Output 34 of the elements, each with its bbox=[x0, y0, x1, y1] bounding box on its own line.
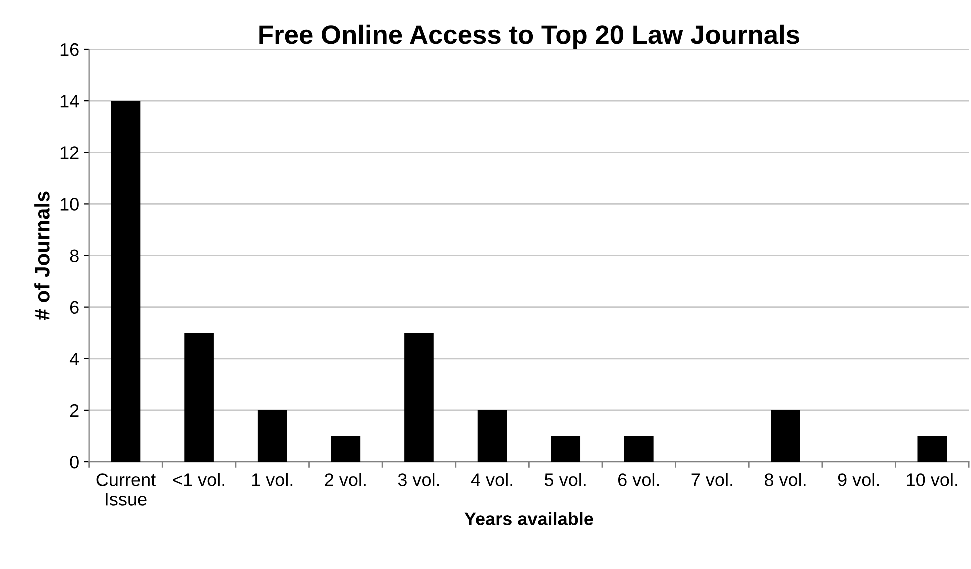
bar bbox=[404, 333, 434, 462]
x-tick-label: 10 vol. bbox=[907, 473, 958, 486]
bar bbox=[918, 436, 948, 462]
y-tick-label: 12 bbox=[60, 146, 79, 160]
y-tick-label: 10 bbox=[60, 198, 79, 211]
bar bbox=[624, 436, 654, 462]
x-axis-title: Years available bbox=[464, 512, 594, 526]
bar bbox=[258, 410, 288, 462]
bar bbox=[184, 333, 214, 462]
x-tick-label: 9 vol. bbox=[838, 473, 880, 486]
y-tick-label: 8 bbox=[70, 250, 79, 262]
x-tick-label: 8 vol. bbox=[764, 473, 806, 486]
bar bbox=[771, 410, 800, 462]
x-tick-label: 7 vol. bbox=[692, 473, 732, 486]
x-tick-label: 3 vol. bbox=[398, 473, 440, 486]
x-tick-label: 1 vol. bbox=[252, 473, 293, 486]
x-tick-label: 4 vol. bbox=[471, 473, 512, 486]
y-tick-label: 16 bbox=[60, 43, 79, 56]
bar bbox=[331, 436, 361, 462]
y-axis-title: # of Journals bbox=[34, 192, 50, 320]
chart-title: Free Online Access to Top 20 Law Journals bbox=[260, 24, 800, 50]
x-tick-label: <1 vol. bbox=[173, 473, 224, 486]
bar bbox=[551, 436, 581, 462]
y-tick-label: 14 bbox=[60, 95, 80, 108]
x-tick-label: 6 vol. bbox=[618, 473, 660, 486]
y-tick-label: 4 bbox=[70, 353, 80, 366]
x-tick-label: 5 vol. bbox=[544, 473, 586, 486]
y-tick-label: 2 bbox=[70, 404, 79, 418]
x-tick-label: Current Issue bbox=[96, 474, 156, 506]
y-tick-label: 0 bbox=[70, 456, 79, 469]
bar bbox=[478, 410, 508, 462]
x-tick-label: 2 vol. bbox=[325, 473, 366, 486]
bar bbox=[111, 101, 141, 462]
y-tick-label: 6 bbox=[70, 301, 79, 314]
